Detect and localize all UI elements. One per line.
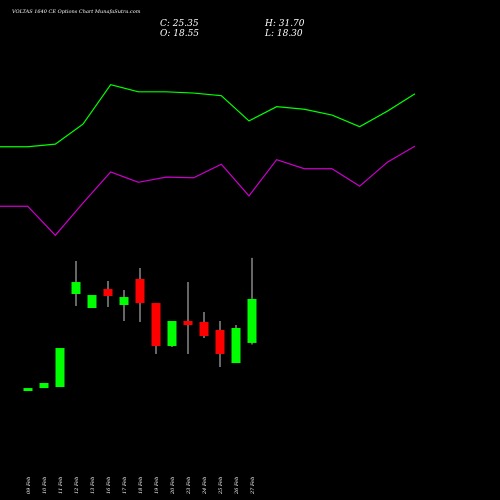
- chart-title: VOLTAS 1640 CE Options Chart MunafaSutra…: [12, 9, 141, 15]
- x-tick-label: 20 Feb: [170, 477, 176, 495]
- x-tick-label: 09 Feb: [26, 477, 32, 494]
- x-tick-label: 26 Feb: [234, 477, 240, 495]
- low-label: L: 18.30: [264, 29, 303, 39]
- candle-body: [199, 321, 209, 337]
- x-tick-label: 10 Feb: [42, 477, 48, 494]
- candle-body: [87, 295, 97, 309]
- x-tick-label: 25 Feb: [218, 477, 224, 495]
- candle-body: [151, 303, 161, 347]
- candle-body: [135, 279, 145, 304]
- open-label: O: 18.55: [160, 29, 199, 39]
- candle-body: [23, 388, 33, 392]
- candle-body: [119, 297, 129, 305]
- x-tick-label: 11 Feb: [58, 477, 64, 494]
- candle-body: [215, 330, 225, 354]
- x-tick-label: 24 Feb: [202, 477, 208, 495]
- candle-body: [71, 282, 81, 294]
- line-series: [0, 83, 416, 148]
- x-tick-label: 16 Feb: [106, 477, 112, 494]
- x-tick-label: 19 Feb: [154, 477, 160, 494]
- candle-body: [167, 321, 177, 347]
- candle-body: [103, 289, 113, 297]
- candle-body: [247, 298, 257, 343]
- x-tick-label: 12 Feb: [74, 477, 80, 494]
- candle-body: [55, 348, 65, 388]
- x-tick-label: 18 Feb: [138, 477, 144, 494]
- x-tick-label: 23 Feb: [186, 477, 192, 495]
- candle-body: [39, 383, 49, 389]
- candle-body: [183, 321, 193, 326]
- high-label: H: 31.70: [264, 19, 305, 29]
- close-label: C: 25.35: [160, 19, 199, 29]
- x-tick-label: 13 Feb: [90, 477, 96, 494]
- x-tick-label: 17 Feb: [122, 477, 128, 494]
- candle-body: [231, 328, 241, 364]
- line-series: [0, 145, 416, 237]
- x-tick-label: 27 Feb: [250, 477, 256, 495]
